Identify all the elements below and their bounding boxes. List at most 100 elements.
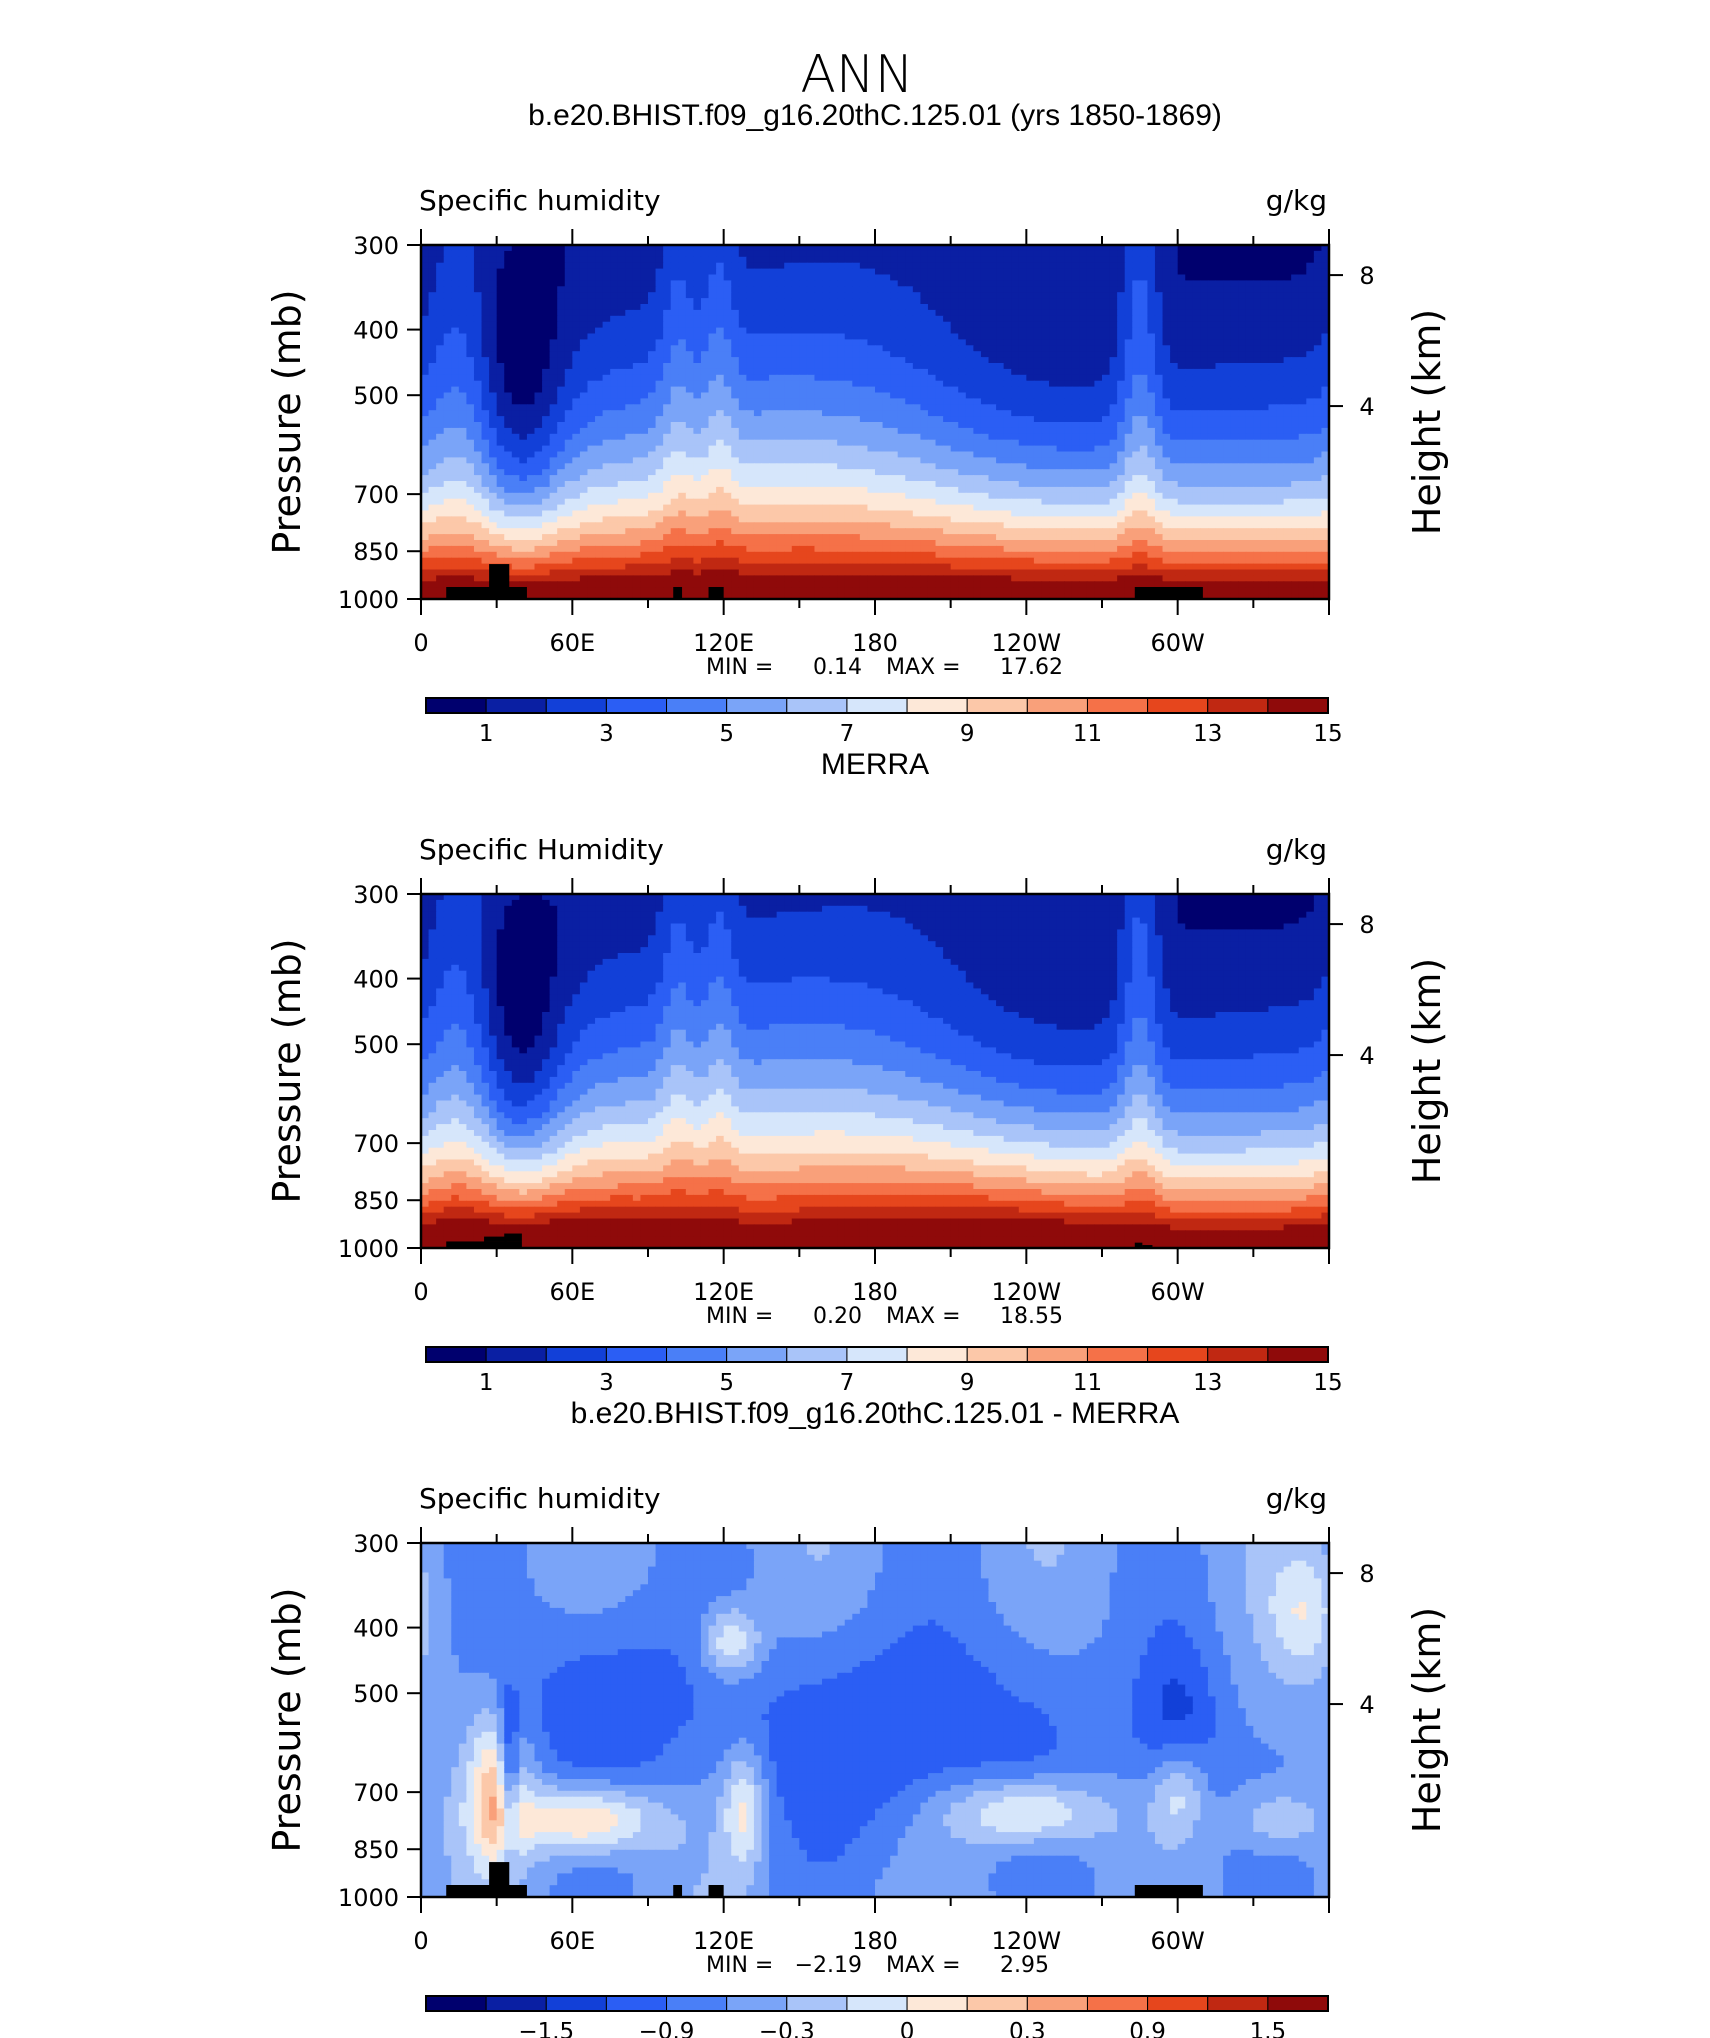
field-cell <box>1155 422 1163 429</box>
field-cell <box>1276 316 1284 323</box>
field-cell <box>1231 434 1239 441</box>
field-cell <box>973 469 981 476</box>
field-cell <box>1284 316 1292 323</box>
field-cell <box>1261 475 1269 482</box>
field-cell <box>550 381 558 388</box>
field-cell <box>822 398 830 405</box>
field-cell <box>1223 257 1231 264</box>
field-cell <box>1238 381 1246 388</box>
field-cell <box>618 469 626 476</box>
field-cell <box>1034 351 1042 358</box>
field-cell <box>1253 322 1261 329</box>
field-cell <box>1193 292 1201 299</box>
field-cell <box>1223 481 1231 488</box>
field-cell <box>777 334 785 341</box>
field-cell <box>625 345 633 352</box>
field-cell <box>1049 416 1057 423</box>
field-cell <box>1094 275 1102 282</box>
field-cell <box>618 310 626 317</box>
field-cell <box>716 422 724 429</box>
field-cell <box>436 275 444 282</box>
field-cell <box>1147 263 1155 270</box>
field-cell <box>1261 257 1269 264</box>
field-cell <box>905 251 913 258</box>
field-cell <box>928 481 936 488</box>
field-cell <box>429 304 437 311</box>
field-cell <box>527 463 535 470</box>
field-cell <box>459 316 467 323</box>
field-cell <box>535 363 543 370</box>
field-cell <box>489 339 497 346</box>
field-cell <box>1291 393 1299 400</box>
field-cell <box>936 322 944 329</box>
field-cell <box>1216 428 1224 435</box>
field-cell <box>822 286 830 293</box>
field-cell <box>754 381 762 388</box>
field-cell <box>1004 269 1012 276</box>
field-cell <box>989 322 997 329</box>
field-cell <box>724 410 732 417</box>
field-cell <box>1223 416 1231 423</box>
field-cell <box>898 452 906 459</box>
field-cell <box>686 422 694 429</box>
field-cell <box>444 310 452 317</box>
field-cell <box>1110 422 1118 429</box>
field-cell <box>860 269 868 276</box>
field-cell <box>920 428 928 435</box>
field-cell <box>1246 410 1254 417</box>
field-cell <box>1026 251 1034 258</box>
field-cell <box>928 422 936 429</box>
field-cell <box>1284 298 1292 305</box>
field-cell <box>1216 292 1224 299</box>
field-cell <box>693 404 701 411</box>
field-cell <box>867 357 875 364</box>
field-cell <box>1140 310 1148 317</box>
field-cell <box>1163 422 1171 429</box>
field-cell <box>731 345 739 352</box>
field-cell <box>429 322 437 329</box>
field-cell <box>913 410 921 417</box>
field-cell <box>1094 351 1102 358</box>
field-cell <box>1102 269 1110 276</box>
field-cell <box>1261 369 1269 376</box>
field-cell <box>837 328 845 335</box>
field-cell <box>1170 422 1178 429</box>
field-cell <box>686 298 694 305</box>
field-cell <box>867 463 875 470</box>
field-cell <box>860 339 868 346</box>
field-cell <box>580 428 588 435</box>
field-cell <box>1208 381 1216 388</box>
field-cell <box>1178 481 1186 488</box>
field-cell <box>814 410 822 417</box>
field-cell <box>1193 269 1201 276</box>
field-cell <box>1306 363 1314 370</box>
field-cell <box>474 422 482 429</box>
field-cell <box>1200 263 1208 270</box>
field-cell <box>633 345 641 352</box>
field-cell <box>860 363 868 370</box>
field-cell <box>777 422 785 429</box>
field-cell <box>542 381 550 388</box>
field-cell <box>625 298 633 305</box>
field-cell <box>943 310 951 317</box>
field-cell <box>996 322 1004 329</box>
field-cell <box>663 328 671 335</box>
field-cell <box>762 446 770 453</box>
field-cell <box>943 469 951 476</box>
field-cell <box>633 481 641 488</box>
field-cell <box>1026 275 1034 282</box>
field-cell <box>905 381 913 388</box>
field-cell <box>587 339 595 346</box>
field-cell <box>587 393 595 400</box>
field-cell <box>754 446 762 453</box>
field-cell <box>973 457 981 464</box>
field-cell <box>1155 416 1163 423</box>
field-cell <box>519 269 527 276</box>
field-cell <box>686 452 694 459</box>
field-cell <box>1246 481 1254 488</box>
field-cell <box>1132 452 1140 459</box>
field-cell <box>1223 275 1231 282</box>
field-cell <box>996 263 1004 270</box>
field-cell <box>1064 292 1072 299</box>
field-cell <box>830 292 838 299</box>
